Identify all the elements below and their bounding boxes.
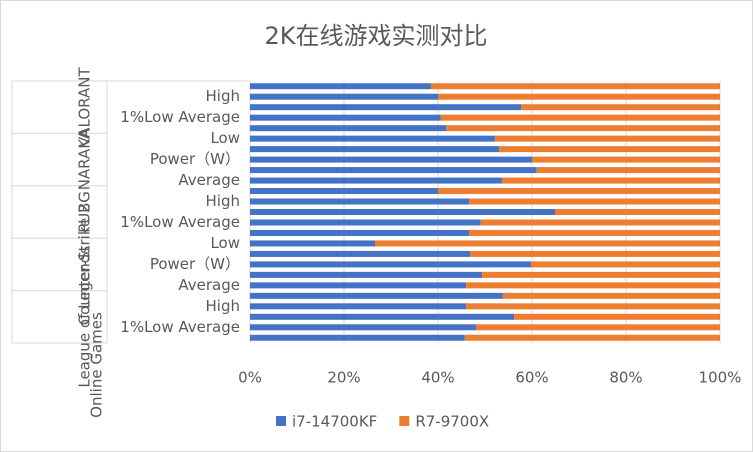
y-tick-label: Power（W）: [150, 255, 240, 273]
bar-segment: [499, 146, 720, 153]
outer-group-label: Online Games: [88, 312, 106, 418]
bar-segment: [250, 146, 500, 153]
bar-segment: [480, 219, 720, 226]
legend-label: R7-9700X: [415, 413, 489, 431]
bar-segment: [250, 209, 556, 215]
bar-segment: [250, 156, 532, 163]
group-label: VALORANT: [76, 67, 94, 147]
x-tick-label: 100%: [699, 369, 742, 387]
bar-segment: [514, 313, 720, 320]
y-tick-label: Low: [210, 234, 240, 252]
bar-segment: [250, 135, 495, 142]
y-tick-label: Average: [178, 171, 240, 189]
legend-swatch: [399, 416, 410, 426]
x-tick-label: 20%: [327, 369, 360, 387]
bar-segment: [445, 125, 720, 132]
bar-segment: [536, 167, 720, 174]
bar-segment: [531, 261, 720, 268]
y-tick-label: 1%Low Average: [120, 108, 240, 126]
bar-segment: [466, 303, 720, 310]
bar-segment: [476, 324, 720, 331]
bar-segment: [250, 313, 515, 320]
y-tick-label: High: [206, 297, 240, 315]
y-tick-label: 1%Low Average: [120, 213, 240, 231]
bar-segment: [482, 271, 720, 278]
y-tick-label: High: [206, 87, 240, 105]
bar-segment: [375, 240, 720, 247]
bar-segment: [532, 156, 720, 163]
bar-segment: [250, 240, 376, 247]
group-label: League of Legends: [76, 246, 94, 388]
bar-segment: [555, 209, 720, 215]
group-label: PUBG: [76, 191, 94, 233]
x-tick-label: 0%: [238, 369, 262, 387]
bar-segment: [250, 83, 431, 90]
bar-segment: [250, 250, 470, 257]
bar-segment: [464, 334, 720, 341]
bar-segment: [501, 177, 720, 184]
bar-segment: [250, 219, 481, 226]
bar-segment: [250, 114, 441, 121]
y-tick-label: High: [206, 192, 240, 210]
bar-segment: [250, 229, 470, 236]
bar-segment: [438, 93, 720, 100]
bar-segment: [469, 250, 720, 257]
bar-segment: [250, 324, 477, 331]
bar-segment: [250, 104, 522, 111]
y-tick-label: Power（W）: [150, 150, 240, 168]
bar-segment: [466, 282, 720, 289]
bar-segment: [250, 93, 438, 100]
bar-segment: [250, 334, 465, 341]
bar-segment: [250, 282, 467, 289]
y-tick-label: Low: [210, 129, 240, 147]
bar-segment: [438, 188, 720, 195]
bar-segment: [250, 198, 470, 205]
x-tick-label: 60%: [515, 369, 548, 387]
bar-segment: [440, 114, 720, 121]
bar-segment: [494, 135, 720, 142]
legend-label: i7-14700KF: [292, 413, 377, 431]
x-tick-label: 80%: [609, 369, 642, 387]
bar-segment: [250, 125, 446, 132]
bar-segment: [502, 292, 720, 299]
bar-segment: [430, 83, 720, 90]
x-tick-label: 40%: [421, 369, 454, 387]
bar-segment: [250, 177, 502, 184]
y-tick-label: Average: [178, 276, 240, 294]
group-label: NARAKA: [76, 128, 94, 190]
bar-segment: [250, 261, 532, 268]
chart-title: 2K在线游戏实测对比: [264, 22, 487, 50]
legend-swatch: [276, 416, 286, 426]
bar-segment: [250, 188, 438, 195]
bar-segment: [469, 229, 720, 236]
bar-segment: [250, 271, 483, 278]
bar-segment: [521, 104, 720, 111]
bar-segment: [250, 303, 467, 310]
bar-segment: [469, 198, 720, 205]
bar-segment: [250, 292, 503, 299]
group-label: Counter-Strike 2: [76, 203, 94, 325]
y-tick-label: 1%Low Average: [120, 318, 240, 336]
bar-segment: [250, 167, 537, 174]
